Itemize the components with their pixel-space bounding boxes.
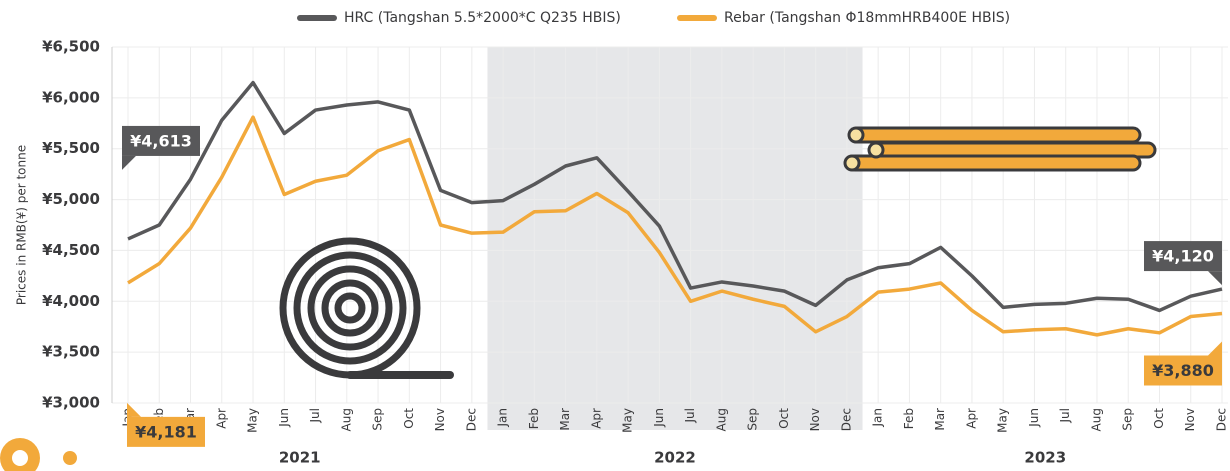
y-axis-label: Prices in RMB(¥) per tonne: [15, 145, 29, 305]
year-label: 2022: [654, 449, 696, 467]
value-label: ¥4,613: [130, 131, 192, 150]
y-tick-label: ¥4,000: [42, 292, 100, 310]
x-tick-label: Nov: [1183, 408, 1197, 431]
x-tick-label: Dec: [839, 408, 853, 431]
x-tick-label: Apr: [589, 408, 603, 429]
x-tick-label: Oct: [777, 408, 791, 429]
background: [111, 46, 1228, 430]
x-tick-label: Mar: [558, 408, 572, 431]
x-tick-label: Mar: [933, 408, 947, 431]
x-tick-label: Feb: [527, 408, 541, 429]
series-line: [127, 115, 1223, 337]
y-tick-label: ¥6,500: [42, 38, 100, 56]
y-tick-label: ¥3,000: [42, 394, 100, 412]
series-line: [127, 80, 1223, 313]
x-tick-label: Oct: [1152, 408, 1166, 429]
value-label: ¥3,880: [1152, 361, 1214, 380]
x-tick-label: May: [621, 408, 635, 433]
x-tick-label: May: [996, 408, 1010, 433]
y-tick-label: ¥4,500: [42, 241, 100, 259]
x-tick-label: Dec: [464, 408, 478, 431]
x-tick-label: Apr: [214, 408, 228, 429]
value-label-tail: [1208, 271, 1222, 286]
x-tick-label: Jul: [1058, 408, 1072, 423]
value-label: ¥4,120: [1152, 247, 1214, 266]
rebar-icon: [843, 126, 1157, 172]
legend-label: HRC (Tangshan 5.5*2000*C Q235 HBIS): [344, 10, 621, 26]
y-tick-label: ¥3,500: [42, 343, 100, 361]
x-tick-label: Jun: [277, 408, 291, 428]
value-label-box: [1144, 241, 1222, 272]
x-tick-label: Sep: [1121, 408, 1135, 431]
value-label-tail: [127, 402, 141, 417]
x-tick-label: Jan: [871, 408, 885, 428]
logo: [0, 438, 77, 471]
value-label-tail: [122, 155, 136, 170]
value-label: ¥4,181: [135, 422, 197, 441]
value-label-box: [127, 416, 205, 447]
x-tick-label: Sep: [371, 408, 385, 431]
x-tick-label: Jun: [1027, 408, 1041, 428]
x-tick-label: Nov: [433, 408, 447, 431]
legend-label: Rebar (Tangshan Φ18mmHRB400E HBIS): [724, 10, 1010, 26]
x-tick-label: Nov: [808, 408, 822, 431]
value-label-box: [1144, 355, 1222, 386]
x-tick-label: Sep: [746, 408, 760, 431]
y-tick-label: ¥6,000: [42, 88, 100, 106]
x-tick-label: Jan: [496, 408, 510, 428]
year-label: 2021: [279, 449, 321, 467]
x-tick-label: Jul: [308, 408, 322, 423]
period-shade: [487, 47, 863, 430]
x-tick-label: Jun: [652, 408, 666, 428]
x-tick-label: Apr: [964, 408, 978, 429]
value-label-tail: [1208, 341, 1222, 356]
x-tick-label: Jul: [683, 408, 697, 423]
x-tick-label: Dec: [1215, 408, 1229, 431]
x-tick-label: Feb: [902, 408, 916, 429]
x-tick-label: Aug: [1089, 408, 1103, 431]
x-tick-label: May: [246, 408, 260, 433]
y-tick-label: ¥5,000: [42, 190, 100, 208]
x-tick-label: Aug: [339, 408, 353, 431]
x-tick-label: Oct: [402, 408, 416, 429]
x-tick-label: Aug: [714, 408, 728, 431]
value-label-box: [122, 125, 200, 156]
coil-icon: [279, 237, 454, 379]
year-label: 2023: [1024, 449, 1066, 467]
y-tick-label: ¥5,500: [42, 139, 100, 157]
